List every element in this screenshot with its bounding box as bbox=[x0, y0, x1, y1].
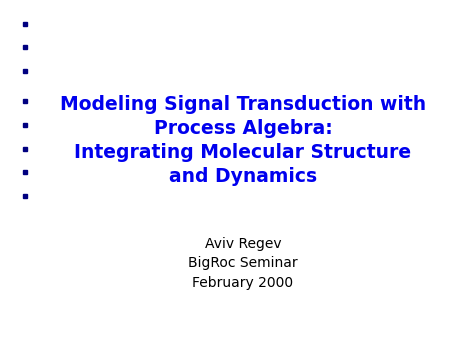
Text: Aviv Regev
BigRoc Seminar
February 2000: Aviv Regev BigRoc Seminar February 2000 bbox=[188, 237, 298, 290]
Text: Modeling Signal Transduction with
Process Algebra:
Integrating Molecular Structu: Modeling Signal Transduction with Proces… bbox=[60, 95, 426, 186]
